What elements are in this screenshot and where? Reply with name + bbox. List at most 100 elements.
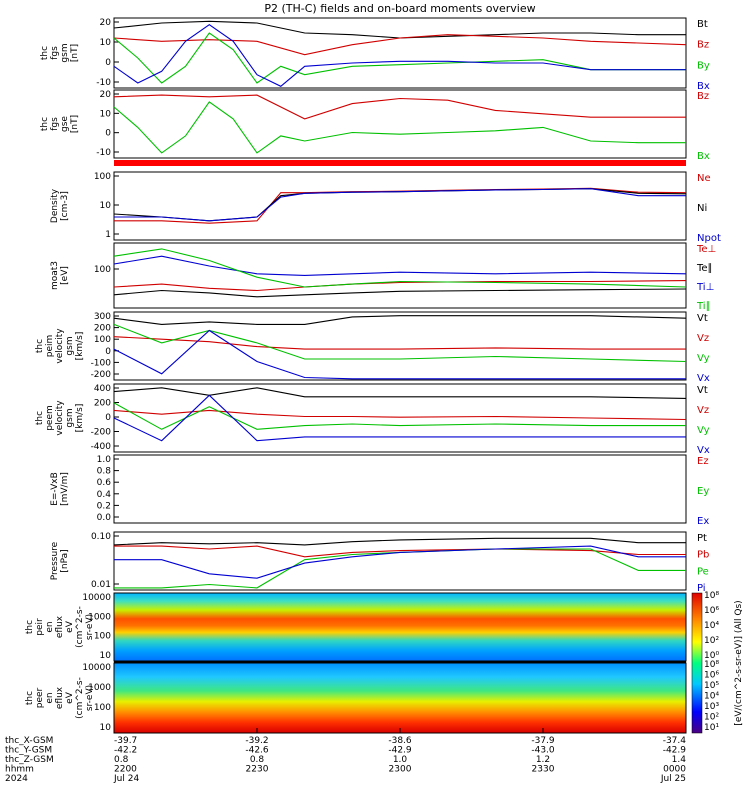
xtick-label: Jul 24: [113, 774, 139, 784]
colorbar-label: [eV/(cm^2-s-sr-eV)] (All Qs): [734, 600, 744, 725]
panel-frame: [113, 242, 687, 309]
colorbar-tick: 10⁶: [704, 671, 719, 681]
legend-Vt: Vt: [697, 385, 708, 396]
xtick-label: -37.4: [663, 736, 687, 746]
panel-pressure: Pressure [nPa] 0.10 0.01 Pt Pb Pe Pi: [50, 531, 709, 594]
xtick-label: 2230: [246, 765, 269, 775]
legend-Vy: Vy: [697, 353, 710, 364]
ytick-label: 1: [105, 230, 111, 240]
ytick-label: 400: [94, 384, 111, 394]
ytick-label: -200: [91, 428, 112, 438]
panel-ylabel: moat3: [50, 261, 60, 290]
panel-ylabel: [mV/m]: [60, 472, 70, 506]
ytick-label: 0: [105, 129, 111, 139]
xtick-label: 0.8: [250, 755, 265, 765]
ytick-label: -200: [91, 370, 112, 380]
series-group-peim_vel: [113, 315, 687, 380]
xaxis-row-label: hhmm: [5, 765, 34, 775]
xtick-label: 1.0: [393, 755, 408, 765]
colorbar-tick: 10⁸: [704, 591, 719, 601]
colorbar-tick: 10²: [704, 713, 719, 723]
colorbar-gradient: [691, 592, 703, 734]
series-group-peem_vel: [113, 387, 687, 442]
panel-density: Density [cm-3] 100 10 1 Ne Ni Npot: [50, 171, 721, 244]
panel-ylabel: Density: [50, 188, 60, 223]
series-line-Te⊥: [113, 280, 687, 292]
panel-ylabel: eflux: [55, 686, 65, 709]
panel-temp: moat3 [eV] 100 Te⊥ Te∥ Ti⊥ Ti∥: [50, 242, 716, 312]
ytick-label: 300: [94, 312, 111, 322]
panel-ylabel: gse: [60, 116, 70, 132]
legend-Ex: Ex: [697, 516, 709, 527]
ytick-label: 100: [94, 703, 111, 713]
series-line-Pt: [113, 537, 686, 546]
xtick-label: -42.9: [388, 746, 412, 756]
panel-ylabel: peim: [45, 335, 55, 358]
panel-fgs_gse: thc fgs gse [nT] 20 10 0 -10 Bz Bx: [40, 89, 710, 162]
series-line-Vx: [113, 329, 686, 380]
legend-Pt: Pt: [697, 533, 707, 544]
spectrogram-ion: [113, 592, 687, 662]
xaxis-row-label: 2024: [5, 774, 28, 784]
panel-ylabel: gsm: [60, 43, 70, 62]
panel-ylabel: [km/s]: [75, 332, 85, 361]
ytick-label: 100: [94, 265, 111, 275]
ytick-label: 10000: [82, 593, 111, 603]
panel-ylabel: (cm^2-s-: [75, 677, 85, 719]
panel-ylabel: en: [45, 621, 55, 632]
ytick-label: 10: [100, 201, 112, 211]
xaxis-row-label: thc_X-GSM: [5, 736, 53, 746]
legend-Npot: Npot: [697, 233, 721, 244]
xtick-label: 2300: [389, 765, 412, 775]
xtick-label: 0.8: [114, 755, 129, 765]
legend-Bx: Bx: [697, 81, 710, 92]
ytick-label: 200: [94, 324, 111, 334]
mode-bar: [114, 160, 686, 166]
ytick-label: 0: [105, 413, 111, 423]
ytick-label: 100: [94, 172, 111, 182]
series-group-temp: [113, 248, 687, 298]
panel-ylabel: [km/s]: [75, 404, 85, 433]
series-line-Bx: [113, 101, 686, 154]
legend-Te⊥: Te⊥: [696, 244, 716, 255]
ytick-label: 10: [100, 651, 112, 661]
panel-ylabel: velocity: [55, 328, 65, 364]
ytick-label: 10000: [82, 663, 111, 673]
panel-ylabel: eV: [65, 691, 75, 704]
panel-ylabel: thc: [40, 46, 50, 60]
series-line-Vy: [113, 323, 687, 363]
ytick-label: 0.10: [91, 532, 111, 542]
xtick-label: 1.2: [536, 755, 550, 765]
ytick-label: 0.0: [97, 513, 112, 523]
ytick-label: 0.4: [97, 490, 112, 500]
ytick-label: -400: [91, 442, 112, 452]
series-line-Pb: [114, 545, 686, 558]
ion-spectrogram-frame: [113, 592, 687, 662]
legend-Vx: Vx: [697, 373, 710, 384]
panel-ylabel: [nPa]: [60, 549, 70, 572]
ytick-label: -10: [96, 148, 111, 158]
legend-Vz: Vz: [697, 405, 709, 416]
ion-spectrogram-fill: [114, 593, 686, 661]
series-line-Bz: [113, 34, 687, 56]
ytick-label: 0.2: [97, 501, 111, 511]
legend-Vx: Vx: [697, 445, 710, 456]
series-line-Bx: [113, 24, 686, 87]
series-line-Vz: [113, 336, 686, 350]
series-group-fgs_gse: [113, 94, 686, 154]
legend-Pb: Pb: [697, 550, 709, 561]
panel-frame: [113, 531, 687, 591]
panel-ylabel: thc: [25, 620, 35, 634]
panel-ylabel: eV: [65, 620, 75, 633]
xaxis-row-label: thc_Y-GSM: [5, 746, 52, 756]
colorbar-tick: 10⁸: [704, 660, 719, 670]
ytick-label: 10: [100, 38, 112, 48]
panel-fgs_gsm: thc fgs gsm [nT] 20 10 0 -10 Bt Bz By Bx: [40, 17, 710, 92]
series-line-Vt: [113, 387, 687, 399]
panel-ylabel: fgs: [50, 117, 60, 131]
series-line-Ni: [113, 188, 687, 222]
